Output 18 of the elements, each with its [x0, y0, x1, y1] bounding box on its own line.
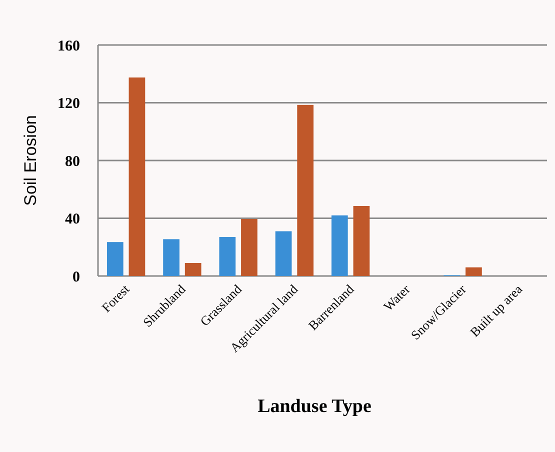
bar: [466, 267, 482, 276]
bar: [219, 237, 236, 276]
bar: [331, 215, 348, 276]
bar: [241, 218, 258, 276]
y-tick-label: 40: [65, 212, 80, 228]
x-axis-title: Landuse Type: [258, 396, 372, 417]
y-tick-label: 0: [72, 269, 80, 286]
bar: [128, 77, 146, 276]
bar: [275, 231, 292, 276]
bar: [163, 239, 180, 276]
y-axis-title: Soil Erosion: [21, 115, 40, 206]
bar: [106, 242, 124, 276]
bar: [353, 206, 370, 276]
bar: [297, 104, 314, 276]
y-tick-label: 80: [65, 154, 80, 170]
y-tick-label: 120: [58, 96, 80, 112]
bar: [184, 263, 202, 276]
y-tick-label: 160: [58, 38, 80, 54]
